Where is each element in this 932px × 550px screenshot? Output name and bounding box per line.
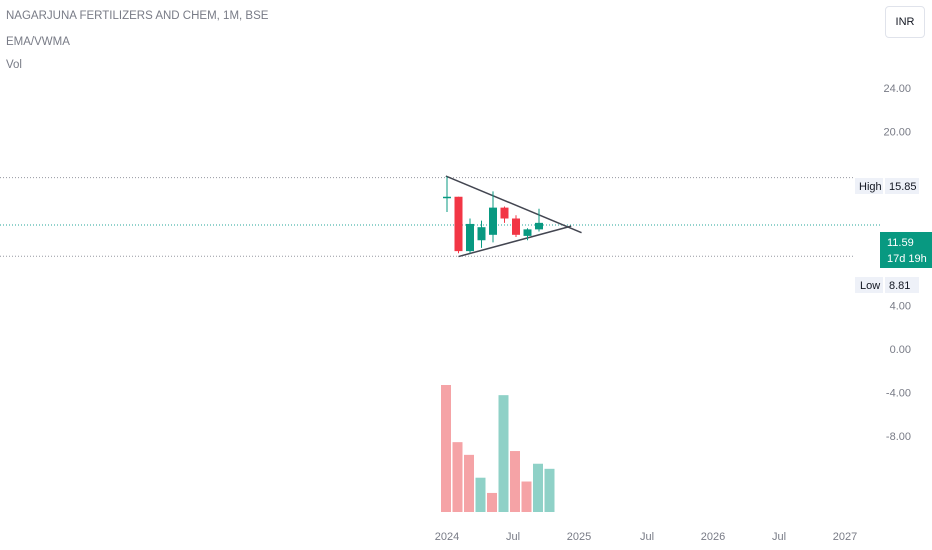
x-axis-ticks: 2024 Jul 2025 Jul 2026 Jul 2027 [435,531,857,543]
volume-bar [510,451,520,512]
candle-body [466,223,474,252]
candle [500,206,509,223]
volume-bar [452,442,463,512]
candle [443,176,451,212]
currency-button[interactable]: INR [885,6,925,38]
candlesticks[interactable] [443,176,543,254]
volume-bar [544,468,555,512]
y-tick-label: 4.00 [890,301,911,313]
candle [454,196,463,254]
y-tick-label: 20.00 [883,127,911,139]
candle [477,220,486,248]
low-tag-value: 8.81 [889,280,910,292]
y-axis-ticks: 24.00 20.00 4.00 0.00 -4.00 -8.00 [883,83,911,443]
reference-lines [0,177,880,257]
candle-body [489,207,497,235]
y-tick-label: 0.00 [890,344,911,356]
candle [489,191,497,243]
volume-bar [498,395,509,512]
candle-body [523,229,532,236]
volume-bar [464,454,474,512]
candle [523,228,532,241]
volume-bar [521,481,532,512]
x-tick-label: Jul [640,531,654,543]
candle-body [454,196,463,252]
volume-bar [475,477,486,512]
volume-bar [441,385,451,512]
indicator-volume[interactable]: Vol [6,59,22,71]
candle [466,218,474,254]
volume-bars [441,385,555,512]
x-tick-label: 2027 [833,531,857,543]
indicator-ema-vwma[interactable]: EMA/VWMA [6,36,70,48]
x-tick-label: Jul [506,531,520,543]
x-tick-label: 2026 [701,531,725,543]
candle [512,215,520,237]
y-tick-label: -8.00 [886,431,911,443]
high-tag-value: 15.85 [889,181,917,193]
chart-title: NAGARJUNA FERTILIZERS AND CHEM, 1M, BSE [6,10,269,22]
candle [535,208,543,232]
candle-body [512,218,520,235]
x-tick-label: 2025 [567,531,591,543]
low-tag: Low 8.81 [855,277,919,293]
current-price-countdown: 17d 19h [887,253,927,265]
x-tick-label: Jul [772,531,786,543]
y-tick-label: 24.00 [883,83,911,95]
volume-bar [487,492,497,512]
current-price-value: 11.59 [887,237,914,249]
triangle-lower-line [458,225,572,258]
triangle-upper-line [445,175,582,234]
high-tag-label: High [859,181,882,193]
volume-bar [533,463,543,512]
candle-body [443,196,451,199]
current-price-tag: 11.59 17d 19h [880,232,932,268]
candle-body [500,207,509,219]
low-tag-label: Low [860,280,880,292]
triangle-pattern [445,175,582,258]
high-tag: High 15.85 [855,178,919,194]
candle-body [535,222,543,230]
y-tick-label: -4.00 [886,388,911,400]
candle-body [477,227,486,241]
x-tick-label: 2024 [435,531,459,543]
